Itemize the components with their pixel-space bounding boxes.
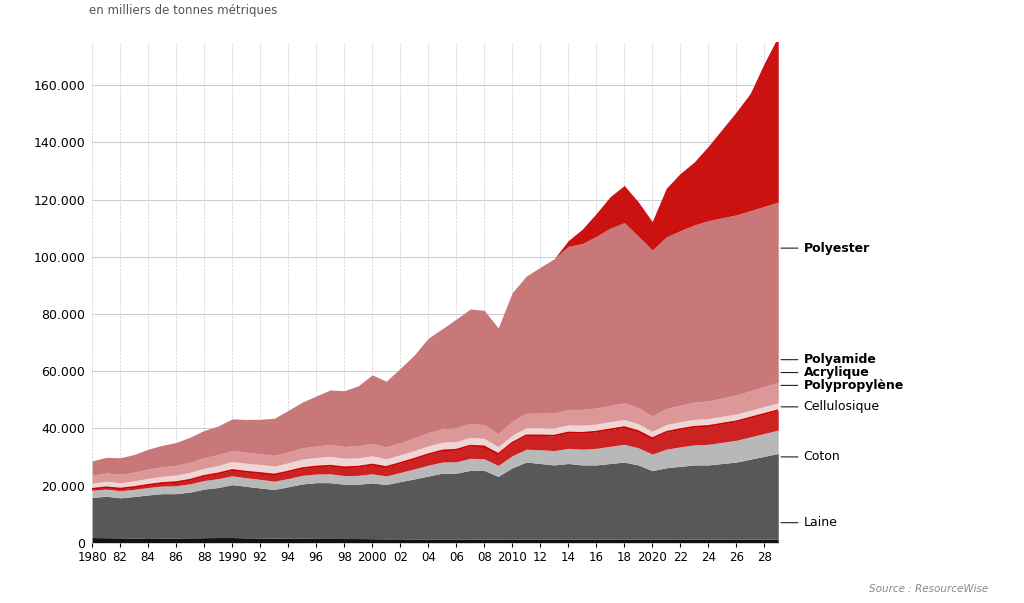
Text: Laine: Laine <box>781 516 838 529</box>
Text: Polyamide: Polyamide <box>781 353 877 366</box>
Text: Polyester: Polyester <box>781 242 869 254</box>
Text: Polypropylène: Polypropylène <box>781 379 904 392</box>
Text: Cellulosique: Cellulosique <box>781 400 880 413</box>
Text: Source : ResourceWise: Source : ResourceWise <box>869 584 988 594</box>
Text: en milliers de tonnes métriques: en milliers de tonnes métriques <box>89 4 278 17</box>
Text: Acrylique: Acrylique <box>781 366 869 379</box>
Text: Coton: Coton <box>781 450 841 463</box>
